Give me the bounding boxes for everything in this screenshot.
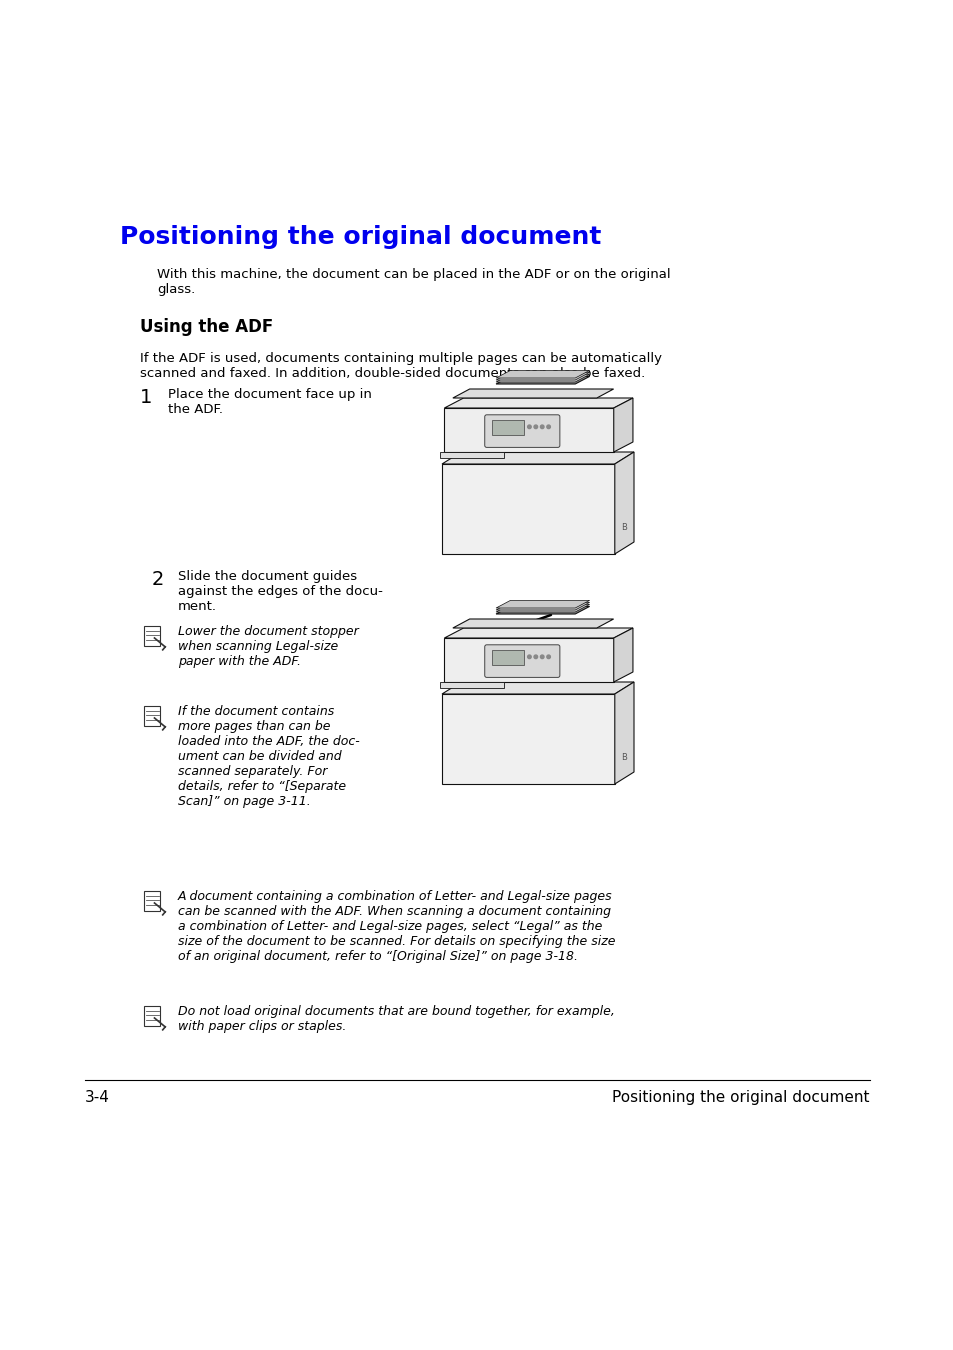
Text: Place the document face up in
the ADF.: Place the document face up in the ADF. — [168, 387, 372, 416]
Bar — [441, 694, 614, 784]
Polygon shape — [496, 601, 589, 608]
Bar — [144, 626, 160, 645]
Text: Using the ADF: Using the ADF — [140, 319, 273, 336]
Text: 1: 1 — [140, 387, 152, 406]
Text: If the ADF is used, documents containing multiple pages can be automatically
sca: If the ADF is used, documents containing… — [140, 352, 661, 379]
Polygon shape — [439, 452, 503, 458]
Bar — [144, 1006, 160, 1026]
Circle shape — [539, 655, 543, 659]
Text: Do not load original documents that are bound together, for example,
with paper : Do not load original documents that are … — [178, 1004, 615, 1033]
Text: A document containing a combination of Letter- and Legal-size pages
can be scann: A document containing a combination of L… — [178, 890, 615, 963]
Text: If the document contains
more pages than can be
loaded into the ADF, the doc-
um: If the document contains more pages than… — [178, 705, 359, 809]
Polygon shape — [444, 398, 632, 408]
Circle shape — [546, 655, 550, 659]
Bar — [492, 420, 524, 436]
Circle shape — [546, 425, 550, 428]
Text: B: B — [620, 752, 627, 761]
Circle shape — [527, 425, 531, 428]
Polygon shape — [614, 452, 634, 554]
Bar — [444, 408, 613, 452]
Text: Lower the document stopper
when scanning Legal-size
paper with the ADF.: Lower the document stopper when scanning… — [178, 625, 358, 668]
Polygon shape — [441, 452, 634, 464]
FancyBboxPatch shape — [484, 414, 559, 447]
Polygon shape — [496, 373, 589, 379]
Polygon shape — [496, 370, 589, 378]
Bar — [444, 639, 613, 682]
Circle shape — [539, 425, 543, 428]
Text: 2: 2 — [152, 570, 164, 589]
Text: B: B — [620, 522, 627, 532]
Text: 3-4: 3-4 — [85, 1089, 110, 1106]
Polygon shape — [439, 682, 503, 688]
Polygon shape — [453, 620, 613, 628]
Text: With this machine, the document can be placed in the ADF or on the original
glas: With this machine, the document can be p… — [157, 269, 670, 296]
Polygon shape — [613, 398, 632, 452]
Polygon shape — [496, 377, 589, 383]
Circle shape — [527, 655, 531, 659]
FancyBboxPatch shape — [484, 645, 559, 678]
Text: Slide the document guides
against the edges of the docu-
ment.: Slide the document guides against the ed… — [178, 570, 382, 613]
Polygon shape — [496, 602, 589, 610]
Circle shape — [534, 425, 537, 428]
Bar — [144, 891, 160, 911]
Bar — [144, 706, 160, 726]
Polygon shape — [613, 628, 632, 682]
Circle shape — [534, 655, 537, 659]
Text: Positioning the original document: Positioning the original document — [612, 1089, 869, 1106]
Polygon shape — [496, 606, 589, 614]
Polygon shape — [441, 682, 634, 694]
Bar — [441, 464, 614, 554]
Polygon shape — [444, 628, 632, 639]
Polygon shape — [614, 682, 634, 784]
Polygon shape — [496, 605, 589, 612]
Bar — [492, 649, 524, 666]
Text: Positioning the original document: Positioning the original document — [120, 225, 600, 248]
Polygon shape — [453, 389, 613, 398]
Polygon shape — [496, 374, 589, 382]
